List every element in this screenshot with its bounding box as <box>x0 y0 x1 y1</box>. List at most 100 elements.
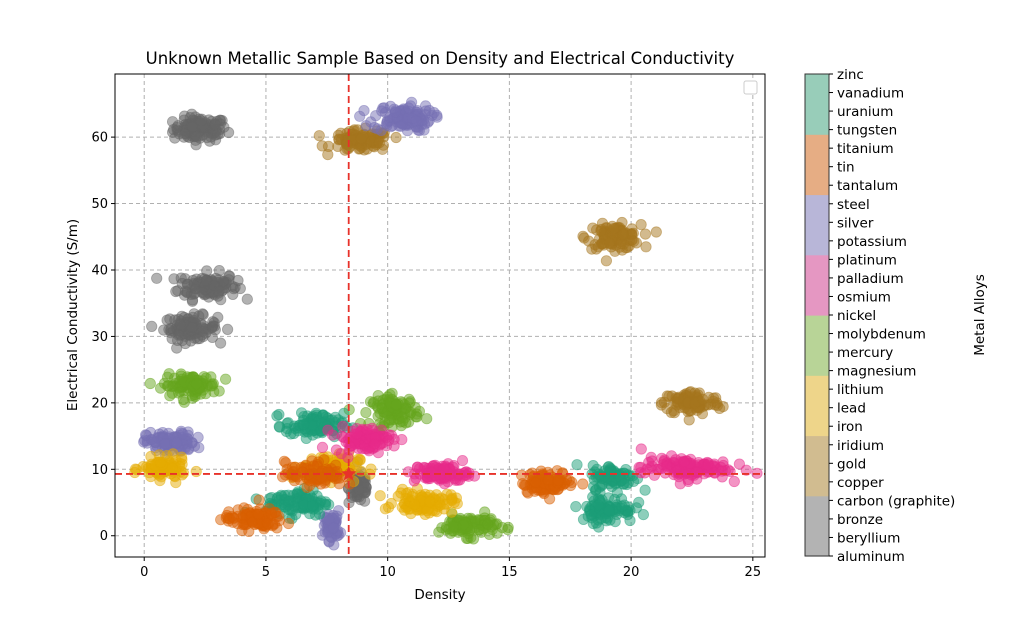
data-point <box>162 380 175 392</box>
data-point <box>193 442 205 454</box>
data-point <box>265 507 278 520</box>
data-point <box>288 427 300 440</box>
colorbar-band <box>805 134 829 196</box>
y-tick-label: 10 <box>91 463 108 478</box>
y-tick-label: 20 <box>91 396 108 411</box>
data-point <box>190 378 203 390</box>
legend-box <box>743 80 758 95</box>
data-point <box>323 535 335 547</box>
gray-cluster-2 <box>151 264 253 307</box>
data-point <box>169 372 181 384</box>
data-point <box>482 518 494 530</box>
data-point <box>358 495 371 507</box>
colorbar-tick-label: potassium <box>837 234 907 250</box>
pink-cluster-2 <box>402 454 481 490</box>
data-point <box>322 149 334 161</box>
data-point <box>186 321 198 333</box>
data-point <box>212 128 224 140</box>
colorbar-tick-label: lead <box>837 401 866 417</box>
data-point <box>396 433 408 446</box>
data-point <box>678 456 690 468</box>
data-point <box>405 406 417 418</box>
colorbar-band <box>805 194 829 256</box>
gray-cluster-3 <box>146 308 234 354</box>
colorbar-tick-label: carbon (graphite) <box>837 493 955 509</box>
pink-cluster-3 <box>633 443 763 490</box>
data-point <box>707 392 720 404</box>
y-tick-label: 30 <box>91 330 108 345</box>
colorbar-label: Metal Alloys <box>972 274 988 356</box>
data-point <box>603 504 615 517</box>
colorbar-tick-label: titanium <box>837 141 894 157</box>
data-point <box>200 372 212 384</box>
data-point <box>196 286 208 298</box>
colorbar-tick-label: osmium <box>837 289 891 305</box>
data-point <box>273 420 285 433</box>
colorbar-tick-label: vanadium <box>837 86 904 102</box>
data-point <box>627 475 640 487</box>
data-point <box>552 474 564 487</box>
data-point <box>140 429 152 441</box>
data-point <box>429 469 441 481</box>
colorbar-tick-label: steel <box>837 197 870 213</box>
data-point <box>344 441 356 453</box>
data-point <box>327 522 340 534</box>
data-point <box>195 115 207 127</box>
data-point <box>411 461 423 473</box>
colorbar-tick-label: tin <box>837 160 855 176</box>
data-point <box>237 519 249 531</box>
x-tick-label: 10 <box>379 565 396 580</box>
data-point <box>388 440 400 452</box>
colorbar-tick-label: aluminum <box>837 549 905 565</box>
data-point <box>190 131 203 143</box>
data-point <box>241 293 253 305</box>
data-point <box>330 459 342 471</box>
data-point <box>313 508 326 520</box>
orange-cluster-1 <box>215 494 295 538</box>
data-point <box>702 459 714 471</box>
data-point <box>603 237 616 249</box>
y-tick-label: 0 <box>100 529 108 544</box>
data-point <box>390 131 402 144</box>
data-point <box>661 460 673 472</box>
data-point <box>658 396 671 408</box>
data-point <box>306 499 319 512</box>
data-point <box>399 504 411 516</box>
data-point <box>174 319 186 331</box>
colorbar: aluminum beryllium bronze carbon (graphite)… <box>804 67 955 565</box>
data-point <box>409 498 421 511</box>
data-point <box>577 478 589 490</box>
y-tick-label: 50 <box>91 197 108 212</box>
data-point <box>261 517 273 530</box>
colorbar-tick-label: mercury <box>837 345 893 361</box>
data-point <box>386 387 398 399</box>
data-point <box>282 517 295 530</box>
data-point <box>316 441 329 453</box>
data-point <box>288 500 300 512</box>
data-point <box>410 115 422 127</box>
yellow-cluster-1 <box>129 448 202 489</box>
pink-cluster-1 <box>316 420 408 463</box>
data-point <box>186 121 198 133</box>
data-point <box>374 490 386 502</box>
data-point <box>577 230 589 242</box>
reference-lines <box>115 74 765 557</box>
data-point <box>215 337 227 349</box>
data-point <box>166 332 178 345</box>
data-point <box>213 285 225 297</box>
x-tick-label: 25 <box>745 565 762 580</box>
data-point <box>595 225 607 237</box>
gray-cluster-1 <box>167 108 235 151</box>
data-point <box>151 272 163 284</box>
colorbar-tick-label: bronze <box>837 512 883 528</box>
data-point <box>340 138 353 150</box>
data-point <box>175 272 187 284</box>
data-point <box>587 491 599 503</box>
data-point <box>515 469 528 481</box>
data-point <box>296 466 308 478</box>
data-point <box>600 255 613 267</box>
data-point <box>217 275 229 287</box>
data-point <box>201 265 213 277</box>
colorbar-tick-label: magnesium <box>837 364 916 380</box>
data-point <box>146 320 158 332</box>
